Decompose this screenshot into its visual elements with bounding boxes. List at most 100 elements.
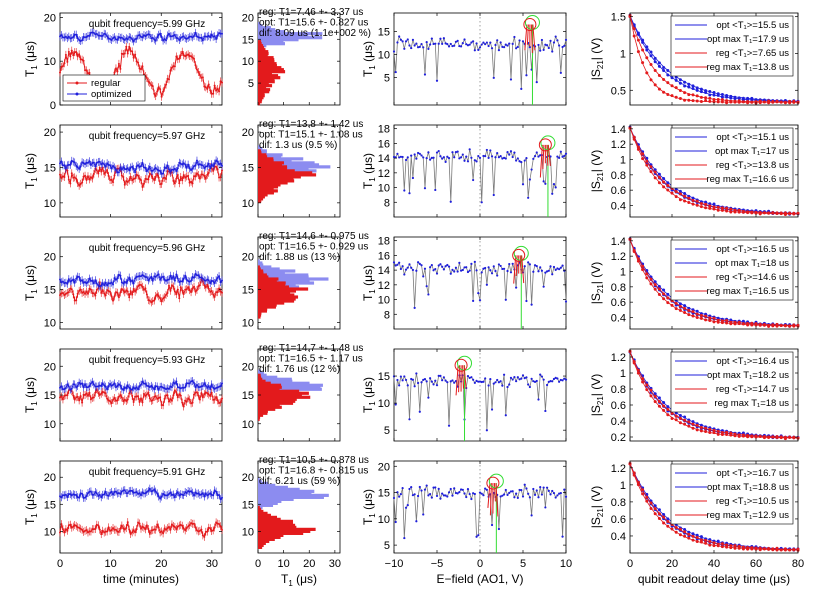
regular-histogram-bar bbox=[258, 315, 261, 319]
optimized-series-point bbox=[216, 276, 219, 279]
reg-mean-decay-point bbox=[636, 147, 640, 151]
regular-series-point bbox=[79, 527, 82, 530]
regular-histogram-bar bbox=[258, 299, 295, 303]
optimized-series-point bbox=[163, 38, 166, 41]
time-trace-y-tick-label: 15 bbox=[44, 162, 56, 174]
regular-series-point bbox=[79, 182, 82, 185]
optimized-series-point bbox=[207, 34, 210, 37]
optimized-series-point bbox=[209, 282, 212, 285]
optimized-series-point bbox=[181, 386, 184, 389]
efield-point bbox=[454, 379, 458, 383]
optimized-series-point bbox=[91, 380, 94, 383]
regular-series-point bbox=[170, 284, 173, 287]
efield-point bbox=[411, 176, 415, 180]
efield-point bbox=[458, 157, 461, 160]
efield-point bbox=[394, 264, 397, 267]
efield-point bbox=[563, 44, 566, 47]
opt-max-decay-point bbox=[708, 89, 712, 93]
reg-max-decay-point bbox=[750, 434, 754, 438]
opt-max-decay-point bbox=[687, 82, 691, 86]
optimized-histogram-bar bbox=[258, 149, 267, 153]
optimized-series-point bbox=[98, 160, 101, 163]
opt-max-decay-point bbox=[683, 527, 687, 531]
regular-series-point bbox=[114, 528, 117, 531]
efield-point bbox=[556, 155, 559, 158]
regular-series-point bbox=[98, 281, 101, 284]
efield-point bbox=[441, 265, 444, 268]
efield-point bbox=[478, 299, 482, 302]
efield-point bbox=[415, 157, 418, 160]
histogram-y-tick-label: 20 bbox=[242, 252, 254, 264]
optimized-series-point bbox=[147, 168, 150, 171]
efield-y-tick-label: 14 bbox=[378, 265, 390, 277]
reg-max-decay-point bbox=[695, 535, 699, 539]
reg-max-decay-point bbox=[716, 205, 720, 209]
efield-point bbox=[527, 383, 530, 386]
optimized-histogram-bar bbox=[258, 24, 263, 28]
optimized-series-point bbox=[86, 280, 89, 283]
reg-max-decay-point bbox=[758, 322, 762, 326]
regular-series-point bbox=[184, 55, 187, 58]
efield-point bbox=[513, 496, 516, 499]
efield-point bbox=[396, 378, 399, 382]
regular-series-point bbox=[123, 291, 126, 294]
efield-point bbox=[446, 155, 449, 158]
optimized-series-point bbox=[131, 388, 134, 391]
opt-max-decay-point bbox=[662, 288, 666, 292]
efield-point bbox=[487, 266, 490, 269]
optimized-histogram-bar bbox=[258, 383, 323, 387]
optimized-series-point bbox=[167, 493, 170, 496]
optimized-series-point bbox=[165, 279, 168, 282]
reg-max-decay-point bbox=[788, 324, 792, 328]
efield-point bbox=[558, 156, 561, 159]
reg-max-decay-point bbox=[729, 431, 733, 435]
reg-max-decay-point bbox=[783, 435, 787, 439]
reg-max-decay-point bbox=[645, 383, 649, 387]
reg-max-decay-point bbox=[729, 207, 733, 211]
efield-point bbox=[406, 38, 409, 41]
efield-point bbox=[537, 270, 540, 273]
regular-series-point bbox=[209, 89, 212, 92]
optimized-series-point bbox=[159, 385, 162, 388]
optimized-series-point bbox=[64, 167, 67, 170]
efield-point bbox=[449, 380, 452, 383]
reg-max-decay-point bbox=[741, 433, 745, 437]
optimized-series-point bbox=[125, 387, 128, 390]
efield-point bbox=[508, 153, 511, 156]
regular-histogram-bar bbox=[258, 401, 294, 405]
efield-point bbox=[518, 160, 521, 163]
optimized-histogram-bar bbox=[258, 151, 267, 155]
optimized-series-point bbox=[154, 275, 157, 278]
reg-max-decay-point bbox=[662, 77, 666, 81]
optimized-series-point bbox=[135, 491, 138, 494]
regular-series-point bbox=[103, 531, 106, 534]
reg-max-decay-point bbox=[662, 180, 666, 184]
regular-series-point bbox=[181, 401, 184, 404]
efield-point bbox=[523, 377, 526, 380]
regular-histogram-bar bbox=[258, 177, 294, 181]
reg-max-decay-point bbox=[750, 100, 754, 104]
regular-series-point bbox=[104, 171, 107, 174]
efield-point bbox=[480, 492, 483, 495]
reg-mean-decay-point bbox=[691, 426, 695, 430]
regular-series-point bbox=[109, 400, 112, 403]
regular-histogram-bar bbox=[258, 149, 261, 153]
efield-point bbox=[506, 493, 509, 496]
regular-series-point bbox=[154, 294, 157, 297]
stats-annotation: opt: T1=15.6 +- 0.827 us bbox=[259, 18, 368, 29]
optimized-histogram-bar bbox=[258, 42, 285, 46]
reg-max-decay-point bbox=[657, 400, 661, 404]
optimized-series-point bbox=[82, 386, 85, 389]
regular-series-point bbox=[144, 177, 147, 180]
reg-mean-decay-point bbox=[687, 200, 691, 204]
regular-histogram-bar bbox=[258, 197, 264, 201]
stats-annotation: dif: 1.3 us (9.5 %) bbox=[259, 140, 337, 151]
efield-point bbox=[542, 285, 545, 288]
efield-point bbox=[451, 151, 454, 154]
optimized-series-point bbox=[193, 34, 196, 37]
reg-mean-decay-point bbox=[691, 314, 695, 318]
optimized-histogram-bar bbox=[258, 481, 269, 485]
regular-series-point bbox=[123, 183, 126, 186]
time-trace-axes bbox=[59, 12, 223, 106]
reg-mean-decay-point bbox=[683, 199, 687, 203]
